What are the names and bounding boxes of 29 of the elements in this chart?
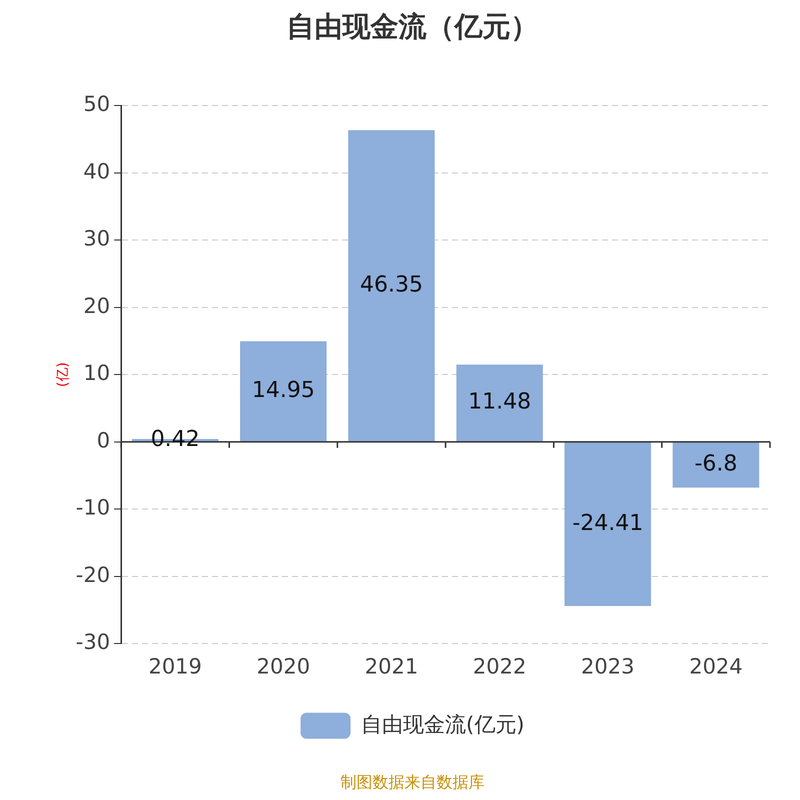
y-tick-label: 20 xyxy=(83,294,110,318)
bar xyxy=(240,341,327,442)
y-tick-label: -10 xyxy=(76,496,110,520)
bar xyxy=(348,130,435,442)
data-label: 11.48 xyxy=(468,390,532,415)
y-tick-label: -20 xyxy=(76,562,110,587)
x-tick-label: 2020 xyxy=(256,654,310,679)
x-tick-label: 2024 xyxy=(689,654,743,679)
y-tick-label: -30 xyxy=(76,630,110,654)
y-tick-label: 0 xyxy=(96,428,110,452)
legend-label: 自由现金流(亿元) xyxy=(361,712,524,736)
x-tick-label: 2019 xyxy=(148,654,202,679)
y-tick-label: 10 xyxy=(83,361,110,386)
text: 制图数据来自数据库 xyxy=(340,772,484,792)
bar xyxy=(672,442,760,488)
y-tick-label: 50 xyxy=(83,92,110,116)
data-label: 46.35 xyxy=(360,272,423,298)
data-label: -24.41 xyxy=(572,510,644,536)
y-tick-label: 30 xyxy=(83,226,110,251)
y-axis-title: (亿) xyxy=(55,362,72,388)
x-tick-label: 2021 xyxy=(364,654,418,679)
data-label: 14.95 xyxy=(252,378,315,404)
bar xyxy=(564,442,652,606)
data-label: -6.8 xyxy=(694,452,738,477)
x-tick-label: 2023 xyxy=(581,654,634,679)
x-tick-label: 2022 xyxy=(472,654,526,679)
y-tick-label: 40 xyxy=(83,159,110,184)
chart-title: 自由现金流（亿元） xyxy=(286,10,538,44)
bar xyxy=(456,364,543,442)
